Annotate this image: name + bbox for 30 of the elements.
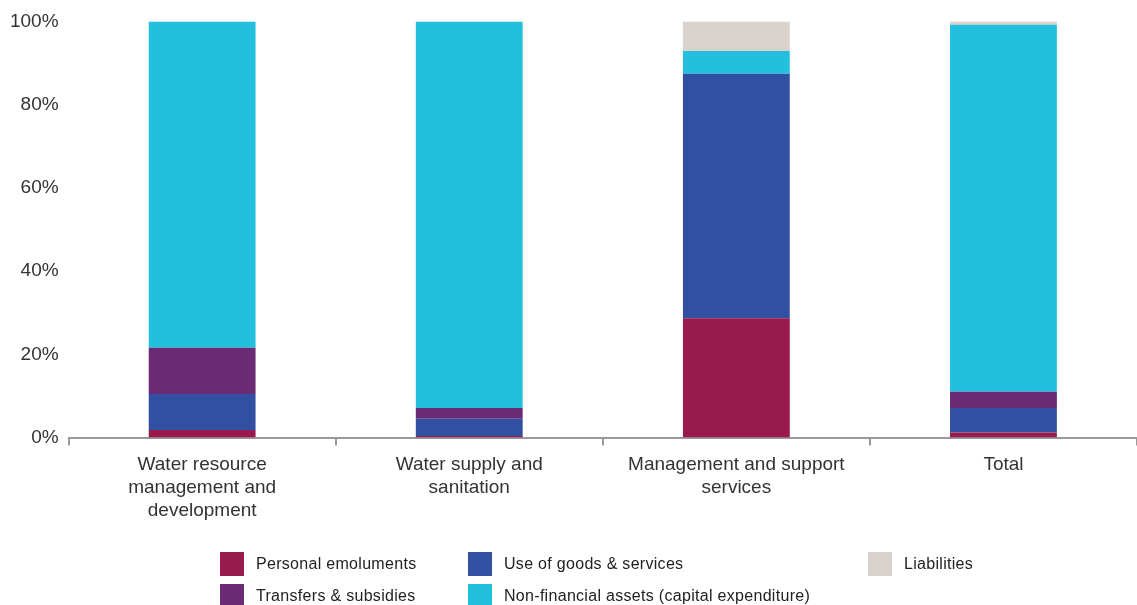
bar (415, 408, 523, 419)
bar (682, 21, 790, 51)
legend-label: Use of goods & services (504, 555, 684, 573)
y-tick-label: 80% (20, 92, 59, 114)
legend-label: Non-financial assets (capital expenditure) (504, 587, 811, 605)
y-tick-label: 100% (9, 9, 59, 31)
bar (415, 21, 523, 409)
bar (148, 347, 256, 394)
x-tick-label: Water supply and sanitation (395, 453, 543, 498)
y-tick-label: 20% (20, 342, 59, 364)
x-tick-label: Total (983, 453, 1024, 475)
y-tick-label: 60% (20, 176, 59, 198)
y-tick-label: 40% (20, 259, 59, 281)
bar (950, 391, 1057, 409)
legend-label: Transfers & subsidies (256, 587, 416, 605)
bar (148, 21, 256, 348)
bar (950, 408, 1057, 433)
bar (950, 24, 1057, 392)
bar (682, 318, 790, 438)
legend-label: Liabilities (904, 555, 974, 573)
bar (415, 418, 523, 436)
x-tick-label: Management and support services (628, 453, 846, 498)
bar (148, 430, 256, 438)
bar (950, 21, 1057, 25)
legend-label: Personal emoluments (256, 555, 417, 573)
bar (148, 393, 256, 431)
bar (682, 50, 790, 74)
x-tick-label: Water resource management and development (128, 453, 277, 520)
bar (682, 73, 790, 319)
y-tick-label: 0% (31, 425, 59, 447)
